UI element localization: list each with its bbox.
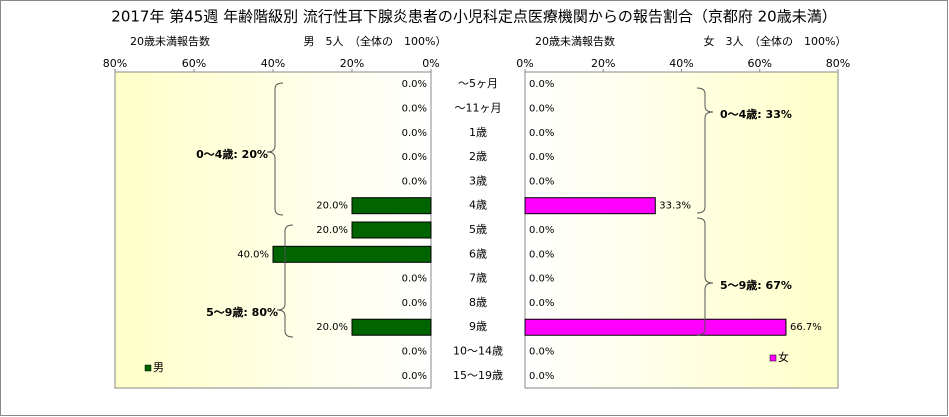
category-label: 5歳	[469, 223, 487, 236]
value-label: 0.0%	[402, 128, 427, 139]
x-tick-label: 80%	[103, 57, 127, 70]
value-label: 0.0%	[402, 298, 427, 309]
value-label: 0.0%	[402, 371, 427, 382]
x-tick-label: 0%	[422, 57, 439, 70]
x-tick-label: 40%	[669, 57, 693, 70]
category-label: 7歳	[469, 272, 487, 285]
value-label: 0.0%	[402, 176, 427, 187]
group-brace	[276, 224, 294, 338]
value-label: 0.0%	[529, 249, 554, 260]
x-tick-label: 40%	[261, 57, 285, 70]
category-label: 1歳	[469, 126, 487, 139]
value-label: 0.0%	[529, 371, 554, 382]
group-annotation: 5～9歳: 80%	[206, 305, 278, 319]
category-label: 2歳	[469, 150, 487, 163]
legend-swatch	[144, 364, 152, 372]
value-label: 66.7%	[790, 322, 822, 333]
right-header: 20歳未満報告数	[535, 35, 615, 48]
value-label: 0.0%	[529, 152, 554, 163]
value-label: 0.0%	[529, 225, 554, 236]
value-label: 20.0%	[316, 225, 348, 236]
right-subheader: 女 3人 （全体の 100%）	[704, 34, 847, 48]
group-brace	[696, 87, 714, 214]
category-label: ～5ヶ月	[458, 77, 498, 90]
value-label: 0.0%	[529, 128, 554, 139]
group-annotation: 5～9歳: 67%	[720, 278, 792, 292]
left-header: 20歳未満報告数	[130, 35, 210, 48]
value-label: 33.3%	[659, 201, 691, 212]
category-label: 9歳	[469, 320, 487, 333]
category-label: 6歳	[469, 247, 487, 260]
category-label: 8歳	[469, 296, 487, 309]
bar	[272, 245, 432, 263]
bar	[351, 221, 432, 239]
x-tick-label: 60%	[182, 57, 206, 70]
value-label: 20.0%	[316, 201, 348, 212]
value-label: 0.0%	[402, 79, 427, 90]
x-tick-label: 60%	[748, 57, 772, 70]
category-label: 4歳	[469, 199, 487, 212]
value-label: 0.0%	[529, 176, 554, 187]
value-label: 0.0%	[529, 347, 554, 358]
legend-label: 女	[778, 350, 789, 364]
x-tick-label: 80%	[826, 57, 850, 70]
legend-label: 男	[153, 361, 164, 374]
group-annotation: 0～4歳: 33%	[720, 107, 792, 121]
bar	[351, 197, 432, 215]
group-annotation: 0～4歳: 20%	[196, 147, 268, 161]
value-label: 0.0%	[529, 103, 554, 114]
value-label: 0.0%	[529, 298, 554, 309]
value-label: 20.0%	[316, 322, 348, 333]
bar	[524, 197, 656, 215]
value-label: 0.0%	[402, 274, 427, 285]
group-brace	[266, 82, 284, 216]
value-label: 0.0%	[402, 152, 427, 163]
x-tick-label: 20%	[340, 57, 364, 70]
bar	[524, 318, 787, 336]
x-tick-label: 20%	[591, 57, 615, 70]
x-tick-label: 0%	[516, 57, 533, 70]
value-label: 0.0%	[529, 274, 554, 285]
value-label: 0.0%	[402, 347, 427, 358]
chart-title: 2017年 第45週 年齢階級別 流行性耳下腺炎患者の小児科定点医療機関からの報…	[111, 8, 836, 26]
category-label: 10～14歳	[453, 345, 503, 358]
bar	[351, 318, 432, 336]
value-label: 40.0%	[237, 249, 269, 260]
legend-swatch	[769, 354, 777, 362]
value-label: 0.0%	[402, 103, 427, 114]
category-label: ～11ヶ月	[455, 101, 502, 114]
category-label: 15～19歳	[453, 369, 503, 382]
left-subheader: 男 5人 （全体の 100%）	[304, 34, 447, 48]
category-label: 3歳	[469, 174, 487, 187]
value-label: 0.0%	[529, 79, 554, 90]
group-brace	[696, 217, 714, 336]
